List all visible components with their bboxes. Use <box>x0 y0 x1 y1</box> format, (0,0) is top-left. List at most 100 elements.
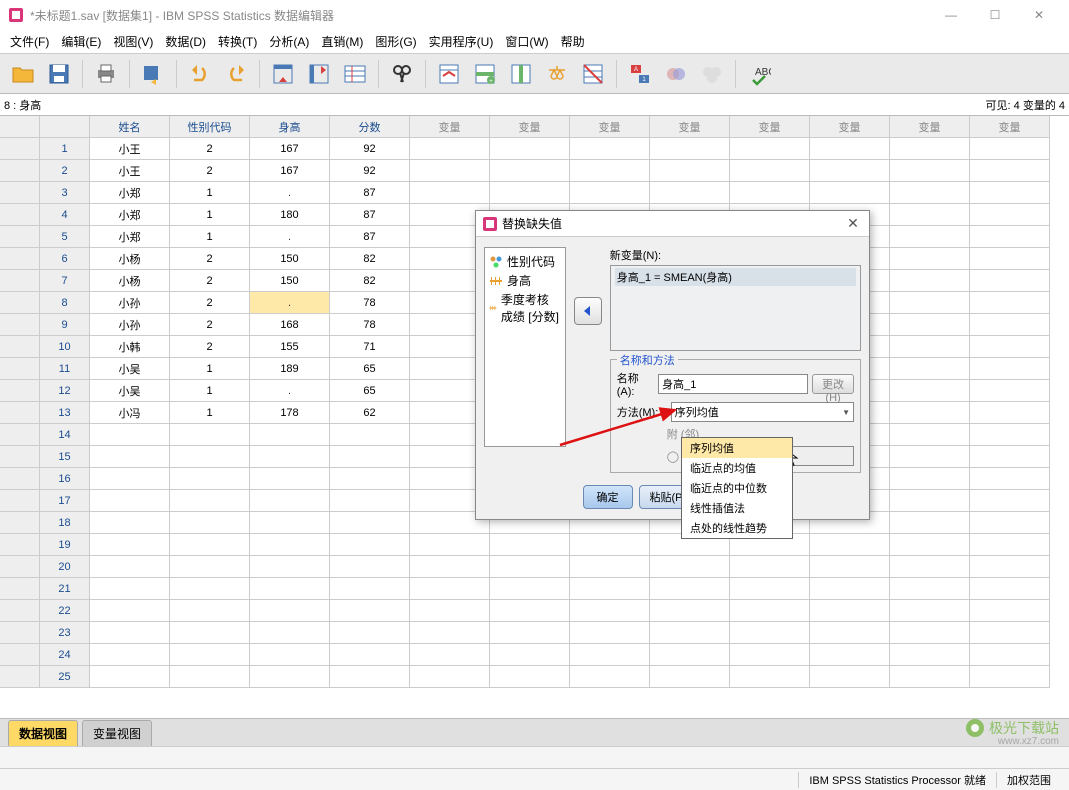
grid-cell[interactable] <box>490 644 570 666</box>
grid-cell[interactable]: 87 <box>330 182 410 204</box>
menu-item[interactable]: 直销(M) <box>315 31 369 52</box>
grid-cell[interactable] <box>970 336 1050 358</box>
grid-cell[interactable] <box>250 578 330 600</box>
grid-cell[interactable]: . <box>250 182 330 204</box>
grid-cell[interactable] <box>90 644 170 666</box>
grid-cell[interactable]: 2 <box>170 160 250 182</box>
grid-cell[interactable] <box>170 490 250 512</box>
column-header-empty[interactable]: 变量 <box>410 116 490 138</box>
new-variable-list[interactable]: 身高_1 = SMEAN(身高) <box>610 265 861 351</box>
grid-cell[interactable]: 小吴 <box>90 358 170 380</box>
row-header[interactable]: 21 <box>40 578 90 600</box>
grid-cell[interactable] <box>970 182 1050 204</box>
grid-cell[interactable]: 167 <box>250 138 330 160</box>
grid-cell[interactable] <box>170 622 250 644</box>
weight-icon[interactable] <box>542 59 572 89</box>
grid-cell[interactable]: 2 <box>170 248 250 270</box>
dropdown-option[interactable]: 点处的线性趋势 <box>682 518 792 538</box>
row-header[interactable]: 2 <box>40 160 90 182</box>
grid-cell[interactable] <box>330 424 410 446</box>
grid-cell[interactable] <box>890 380 970 402</box>
grid-cell[interactable] <box>650 644 730 666</box>
grid-cell[interactable] <box>250 468 330 490</box>
grid-cell[interactable] <box>90 490 170 512</box>
grid-cell[interactable] <box>330 578 410 600</box>
grid-cell[interactable] <box>490 556 570 578</box>
menu-item[interactable]: 图形(G) <box>369 31 422 52</box>
grid-cell[interactable]: 2 <box>170 292 250 314</box>
grid-cell[interactable]: 167 <box>250 160 330 182</box>
grid-cell[interactable] <box>90 600 170 622</box>
column-header-empty[interactable]: 变量 <box>970 116 1050 138</box>
grid-cell[interactable]: 小韩 <box>90 336 170 358</box>
row-header[interactable]: 18 <box>40 512 90 534</box>
grid-cell[interactable] <box>890 138 970 160</box>
grid-cell[interactable]: 1 <box>170 226 250 248</box>
grid-cell[interactable]: 小吴 <box>90 380 170 402</box>
grid-cell[interactable]: 92 <box>330 138 410 160</box>
grid-cell[interactable]: 1 <box>170 358 250 380</box>
grid-cell[interactable]: 65 <box>330 380 410 402</box>
close-button[interactable]: ✕ <box>1017 0 1061 30</box>
row-header[interactable]: 15 <box>40 446 90 468</box>
grid-cell[interactable] <box>410 666 490 688</box>
grid-cell[interactable]: 82 <box>330 248 410 270</box>
column-header-empty[interactable]: 变量 <box>570 116 650 138</box>
row-header[interactable]: 23 <box>40 622 90 644</box>
menu-item[interactable]: 转换(T) <box>212 31 263 52</box>
grid-cell[interactable]: 180 <box>250 204 330 226</box>
grid-cell[interactable] <box>730 160 810 182</box>
grid-cell[interactable] <box>970 292 1050 314</box>
grid-cell[interactable] <box>890 270 970 292</box>
grid-cell[interactable] <box>810 182 890 204</box>
grid-cell[interactable] <box>170 578 250 600</box>
grid-cell[interactable] <box>90 446 170 468</box>
grid-cell[interactable] <box>490 622 570 644</box>
grid-cell[interactable] <box>250 644 330 666</box>
save-icon[interactable] <box>44 59 74 89</box>
grid-cell[interactable] <box>890 248 970 270</box>
grid-cell[interactable]: 92 <box>330 160 410 182</box>
grid-cell[interactable]: 78 <box>330 292 410 314</box>
grid-cell[interactable] <box>810 600 890 622</box>
grid-cell[interactable]: 小郑 <box>90 182 170 204</box>
grid-cell[interactable] <box>730 644 810 666</box>
grid-cell[interactable]: 小郑 <box>90 204 170 226</box>
row-header[interactable]: 10 <box>40 336 90 358</box>
grid-cell[interactable] <box>490 578 570 600</box>
column-header[interactable]: 姓名 <box>90 116 170 138</box>
grid-cell[interactable] <box>330 600 410 622</box>
grid-cell[interactable] <box>570 622 650 644</box>
grid-cell[interactable] <box>970 226 1050 248</box>
grid-cell[interactable]: 87 <box>330 226 410 248</box>
grid-cell[interactable] <box>170 644 250 666</box>
row-header[interactable]: 9 <box>40 314 90 336</box>
grid-cell[interactable] <box>570 644 650 666</box>
menu-item[interactable]: 编辑(E) <box>55 31 107 52</box>
move-variable-button[interactable] <box>574 297 602 325</box>
grid-cell[interactable] <box>890 490 970 512</box>
grid-cell[interactable] <box>890 666 970 688</box>
grid-cell[interactable] <box>90 666 170 688</box>
grid-cell[interactable]: 小王 <box>90 160 170 182</box>
undo-icon[interactable] <box>185 59 215 89</box>
grid-cell[interactable] <box>650 600 730 622</box>
grid-cell[interactable] <box>810 644 890 666</box>
method-combo[interactable]: 序列均值 ▼ <box>671 402 854 422</box>
row-header[interactable]: 1 <box>40 138 90 160</box>
grid-cell[interactable]: 62 <box>330 402 410 424</box>
column-header[interactable]: 性别代码 <box>170 116 250 138</box>
menu-item[interactable]: 分析(A) <box>263 31 315 52</box>
grid-cell[interactable]: 1 <box>170 204 250 226</box>
grid-cell[interactable] <box>970 622 1050 644</box>
grid-cell[interactable] <box>650 138 730 160</box>
grid-cell[interactable] <box>890 336 970 358</box>
grid-cell[interactable] <box>90 556 170 578</box>
grid-cell[interactable] <box>490 534 570 556</box>
grid-cell[interactable] <box>810 534 890 556</box>
dropdown-option[interactable]: 临近点的中位数 <box>682 478 792 498</box>
grid-cell[interactable]: 178 <box>250 402 330 424</box>
grid-cell[interactable]: 小王 <box>90 138 170 160</box>
grid-cell[interactable] <box>170 424 250 446</box>
menu-item[interactable]: 视图(V) <box>107 31 159 52</box>
